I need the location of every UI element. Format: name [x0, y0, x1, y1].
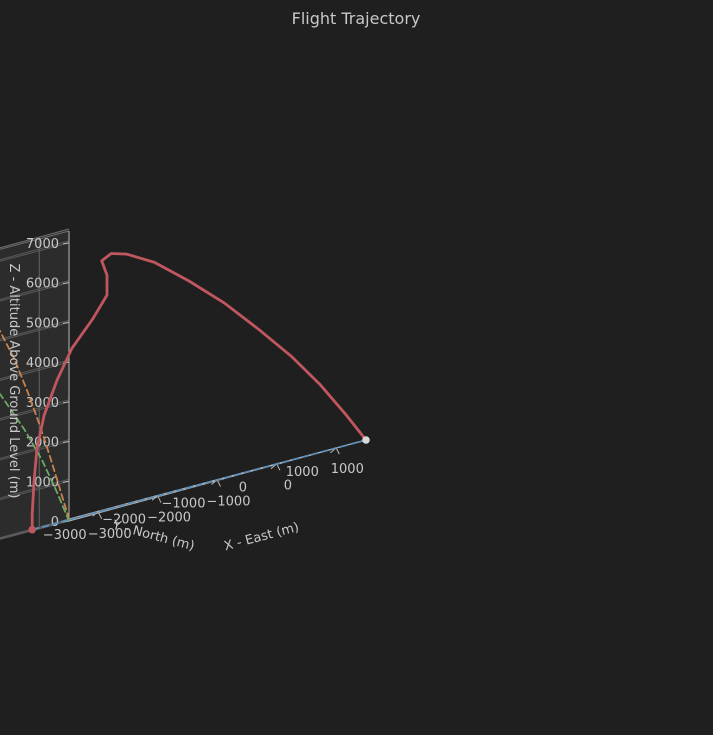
- z-tick-label: 5000: [26, 316, 59, 331]
- x-tick-mark: [217, 480, 221, 487]
- launch-marker: [362, 436, 370, 444]
- x-tick-mark: [98, 512, 103, 520]
- z-tick-mark: [62, 480, 70, 483]
- x-tick-mark: [276, 464, 281, 471]
- x-axis-label: X - East (m): [223, 520, 301, 554]
- top-right-edge: [0, 228, 70, 249]
- y-tick-label: −2000: [102, 512, 146, 527]
- z-tick-mark: [62, 321, 70, 324]
- z-tick-label: 6000: [26, 277, 59, 292]
- grid-line-z: [0, 518, 70, 539]
- x-tick-mark: [335, 447, 340, 455]
- grid-line-z: [0, 280, 70, 300]
- z-tick-label: 0: [51, 515, 59, 530]
- y-tick-label: 0: [239, 481, 247, 496]
- grid-line-z: [0, 240, 70, 261]
- z-tick-mark: [62, 282, 70, 285]
- grid-line-z: [0, 478, 70, 499]
- grid-line-z: [0, 321, 70, 342]
- z-tick-mark: [62, 401, 70, 404]
- projection-xz: [0, 329, 70, 520]
- x-tick-label: 0: [284, 478, 292, 493]
- z-axis-label: Z - Altitude Above Ground Level (m): [6, 264, 21, 499]
- z-tick-label: 7000: [26, 237, 59, 252]
- x-tick-mark: [157, 496, 162, 503]
- grid-line-z: [0, 441, 70, 461]
- grid-line-z: [0, 361, 70, 381]
- y-tick-mark: [92, 510, 100, 517]
- x-tick-label: −3000: [88, 527, 132, 542]
- z-tick-label: 2000: [26, 436, 59, 451]
- y-tick-label: −1000: [162, 497, 206, 512]
- z-tick-mark: [62, 242, 70, 245]
- projection-xy: [31, 439, 367, 531]
- z-tick-mark: [62, 441, 70, 444]
- top-left-edge: [0, 230, 70, 250]
- x-tick-label: 1000: [331, 462, 364, 477]
- grid-line-z: [0, 439, 70, 459]
- grid-line-z: [0, 520, 70, 540]
- chart-title: Flight Trajectory: [292, 9, 421, 28]
- impact-marker: [28, 525, 36, 534]
- grid-line-z: [0, 401, 70, 421]
- z-tick-label: 1000: [26, 475, 59, 490]
- grid-line-z: [0, 282, 70, 302]
- grid-line-z: [0, 399, 70, 420]
- x-tick-label: −1000: [207, 495, 251, 510]
- series-layer: [0, 252, 370, 534]
- grid-line-z: [0, 319, 70, 340]
- projection-yz: [0, 392, 70, 522]
- z-tick-label: 4000: [26, 356, 59, 371]
- grid-line-z: [0, 480, 70, 501]
- y-tick-label: −3000: [43, 528, 87, 543]
- trajectory-line: [30, 252, 368, 532]
- grid-line-z: [0, 242, 70, 262]
- x-tick-label: −2000: [147, 511, 191, 526]
- y-tick-label: 1000: [286, 465, 319, 480]
